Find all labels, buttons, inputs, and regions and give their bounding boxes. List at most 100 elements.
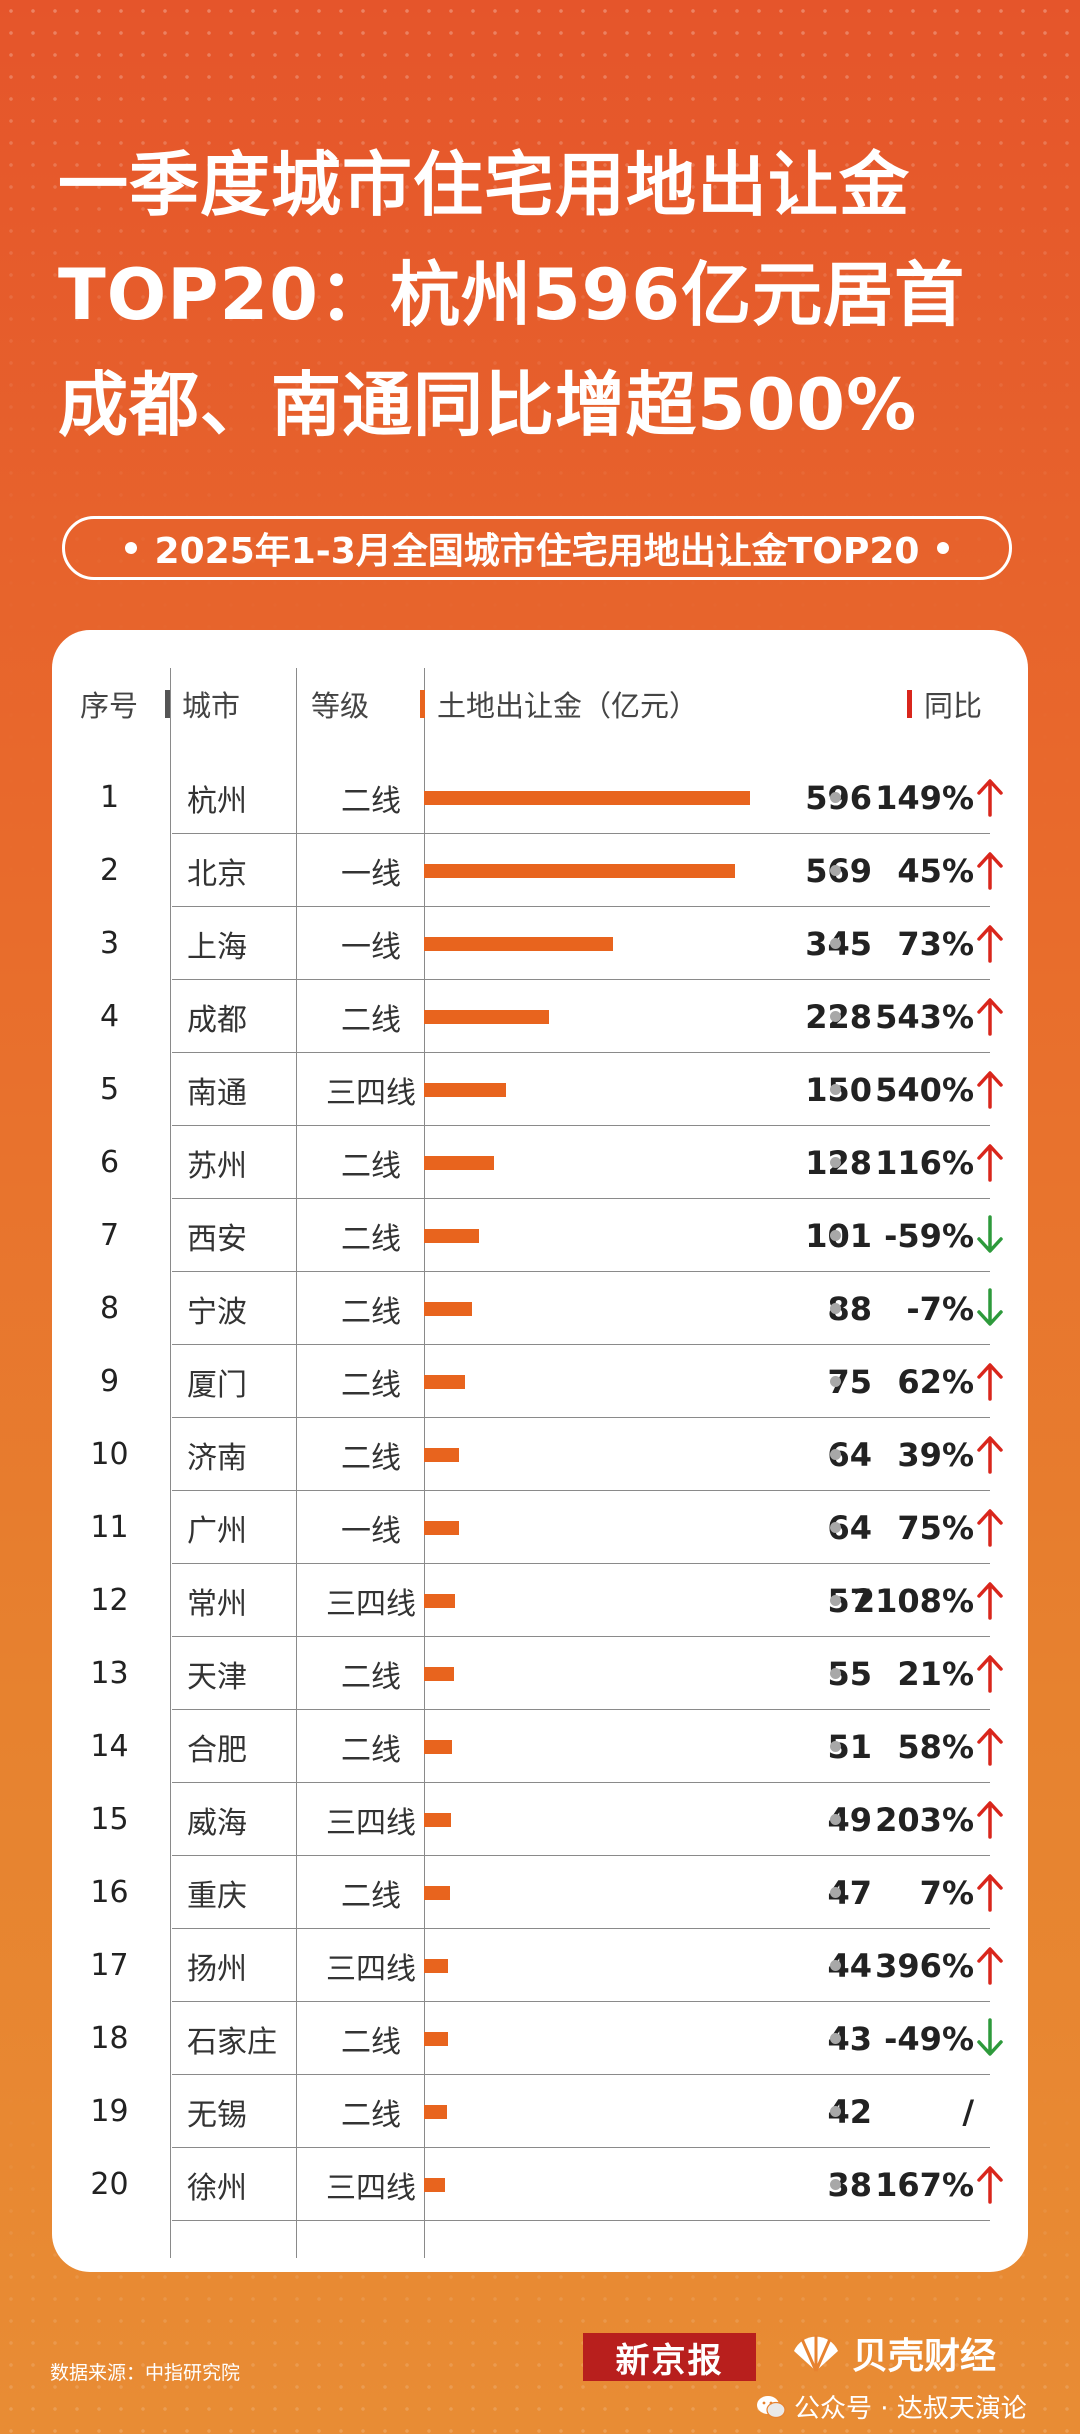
city-cell: 上海	[187, 929, 247, 965]
table-row: 15 威海 三四线 49 203%	[52, 1783, 1028, 1856]
separator-dot-icon	[830, 2179, 841, 2190]
arrow-up-icon	[977, 2166, 1003, 2204]
table-row: 10 济南 二线 64 39%	[52, 1418, 1028, 1491]
table-row: 4成都二线228543%	[52, 980, 1028, 1053]
yoy-label: 167%	[875, 2165, 974, 2204]
tier-cell: 二线	[341, 2097, 401, 2133]
table-row: 5南通三四线150540%	[52, 1053, 1028, 1126]
table-row: 7西安二线101-59%	[52, 1199, 1028, 1272]
separator-dot-icon	[830, 1084, 841, 1095]
yoy-label: -59%	[884, 1216, 974, 1255]
arrow-up-icon	[977, 1947, 1003, 1985]
header-yoy: 同比	[924, 689, 983, 723]
tier-cell: 三四线	[326, 1805, 416, 1841]
rank-cell: 5	[99, 1072, 120, 1107]
tier-cell: 一线	[341, 1513, 401, 1549]
arrow-up-icon	[977, 925, 1003, 963]
city-cell: 成都	[187, 1002, 247, 1038]
value-bar	[424, 791, 750, 805]
arrow-up-icon	[977, 998, 1003, 1036]
value-bar	[424, 1886, 450, 1900]
rank-cell: 20	[90, 2167, 129, 2202]
arrow-up-icon	[977, 1655, 1003, 1693]
yoy-label: -49%	[884, 2019, 974, 2058]
row-divider	[172, 833, 990, 834]
tier-cell: 三四线	[326, 1075, 416, 1111]
separator-dot-icon	[830, 792, 841, 803]
table-row: 8 宁波 二线 88 -7%	[52, 1272, 1028, 1345]
rank-cell: 9	[99, 1364, 120, 1399]
header-city: 城市	[182, 689, 241, 723]
tier-cell: 二线	[341, 1440, 401, 1476]
separator-dot-icon	[830, 1011, 841, 1022]
arrow-up-icon	[977, 1363, 1003, 1401]
rank-cell: 13	[90, 1656, 129, 1691]
tier-cell: 二线	[341, 1732, 401, 1768]
yoy-label: /	[962, 2092, 974, 2131]
city-cell: 石家庄	[187, 2024, 277, 2060]
row-divider	[172, 2147, 990, 2148]
arrow-down-icon	[977, 1288, 1003, 1326]
row-divider	[172, 1636, 990, 1637]
value-bar	[424, 1448, 459, 1462]
row-divider	[172, 1928, 990, 1929]
tier-cell: 二线	[341, 1221, 401, 1257]
row-divider	[172, 1563, 990, 1564]
row-divider	[172, 2220, 990, 2221]
tier-cell: 二线	[341, 1148, 401, 1184]
beike-caijing-text: 贝壳财经	[852, 2336, 997, 2377]
row-divider	[172, 2074, 990, 2075]
city-cell: 无锡	[187, 2097, 247, 2133]
data-source: 数据来源：中指研究院	[50, 2362, 241, 2384]
rank-cell: 17	[90, 1948, 129, 1983]
row-divider	[172, 1417, 990, 1418]
value-bar	[424, 1521, 459, 1535]
row-divider	[172, 1782, 990, 1783]
rank-cell: 6	[99, 1145, 120, 1180]
rank-cell: 7	[99, 1218, 120, 1253]
city-cell: 广州	[187, 1513, 247, 1549]
header-value-group: 土地出让金（亿元）	[408, 682, 698, 726]
separator-dot-icon	[830, 1814, 841, 1825]
header-mark-icon	[165, 690, 170, 718]
tier-cell: 一线	[341, 856, 401, 892]
separator-dot-icon	[830, 1449, 841, 1460]
yoy-label: 540%	[875, 1070, 974, 1109]
separator-dot-icon	[830, 2106, 841, 2117]
chart-subtitle: 2025年1-3月全国城市住宅用地出让金TOP20	[154, 531, 920, 572]
city-cell: 威海	[187, 1805, 247, 1841]
header-value: 土地出让金（亿元）	[437, 689, 699, 723]
header-mark-icon	[420, 690, 425, 718]
headline-line-2: TOP20：杭州596亿元居首	[58, 254, 966, 336]
city-cell: 扬州	[187, 1951, 247, 1987]
rank-cell: 3	[99, 926, 120, 961]
bullet-dot-icon	[937, 542, 950, 554]
row-divider	[172, 1344, 990, 1345]
header-mark-icon	[907, 690, 912, 718]
arrow-up-icon	[977, 1728, 1003, 1766]
column-divider	[424, 668, 425, 2258]
table-row: 16 重庆 二线 47 7%	[52, 1856, 1028, 1929]
bullet-dot-icon	[124, 542, 137, 554]
separator-dot-icon	[830, 1741, 841, 1752]
table-row: 14 合肥 二线 51 58%	[52, 1710, 1028, 1783]
tier-cell: 二线	[341, 783, 401, 819]
yoy-label: 45%	[897, 851, 974, 890]
arrow-up-icon	[977, 1582, 1003, 1620]
city-cell: 徐州	[187, 2170, 247, 2206]
city-cell: 重庆	[187, 1878, 247, 1914]
arrow-up-icon	[977, 1071, 1003, 1109]
beike-caijing-logo: 贝壳财经	[790, 2327, 996, 2379]
row-divider	[172, 1709, 990, 1710]
shell-icon	[794, 2335, 838, 2372]
rank-cell: 1	[99, 780, 120, 815]
yoy-label: 21%	[897, 1654, 974, 1693]
separator-dot-icon	[830, 938, 841, 949]
city-cell: 南通	[187, 1075, 247, 1111]
header-city-group: 城市	[153, 682, 240, 726]
row-divider	[172, 1271, 990, 1272]
yoy-label: 2108%	[852, 1581, 974, 1620]
table-row: 19 无锡 二线 42/	[52, 2075, 1028, 2148]
city-cell: 济南	[187, 1440, 247, 1476]
row-divider	[172, 1198, 990, 1199]
